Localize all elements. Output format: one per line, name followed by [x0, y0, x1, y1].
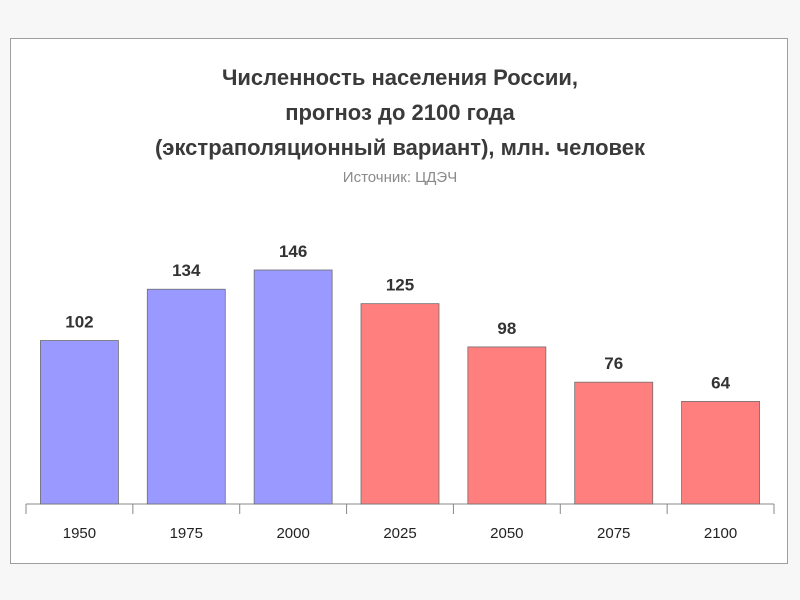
bar-2100: [681, 401, 760, 505]
category-label-2000: 2000: [276, 525, 309, 542]
category-label-2075: 2075: [597, 525, 630, 542]
category-label-2025: 2025: [383, 525, 416, 542]
data-label-2025: 125: [386, 276, 414, 295]
data-label-2100: 64: [711, 373, 730, 392]
chart-source: Источник: ЦДЭЧ: [342, 169, 458, 186]
category-label-1950: 1950: [63, 525, 96, 542]
bar-2000: [253, 269, 333, 505]
data-label-1950: 102: [65, 313, 93, 332]
chart-title-line-1: Численность населения России,: [221, 65, 579, 90]
category-label-2100: 2100: [704, 525, 737, 542]
bar-1975: [146, 288, 226, 505]
category-label-2050: 2050: [490, 525, 523, 542]
category-label-1975: 1975: [170, 525, 203, 542]
data-label-2000: 146: [279, 242, 307, 261]
bar-2075: [574, 381, 654, 505]
bar-1950: [40, 340, 119, 505]
bar-2025: [360, 303, 440, 505]
chart-title-line-3: (экстраполяционный вариант), млн. челове…: [154, 135, 645, 160]
bar-2050: [467, 346, 547, 505]
data-label-1975: 134: [172, 261, 201, 280]
data-label-2075: 76: [604, 354, 623, 373]
chart-title-line-2: прогноз до 2100 года: [285, 100, 515, 125]
data-label-2050: 98: [497, 319, 516, 338]
